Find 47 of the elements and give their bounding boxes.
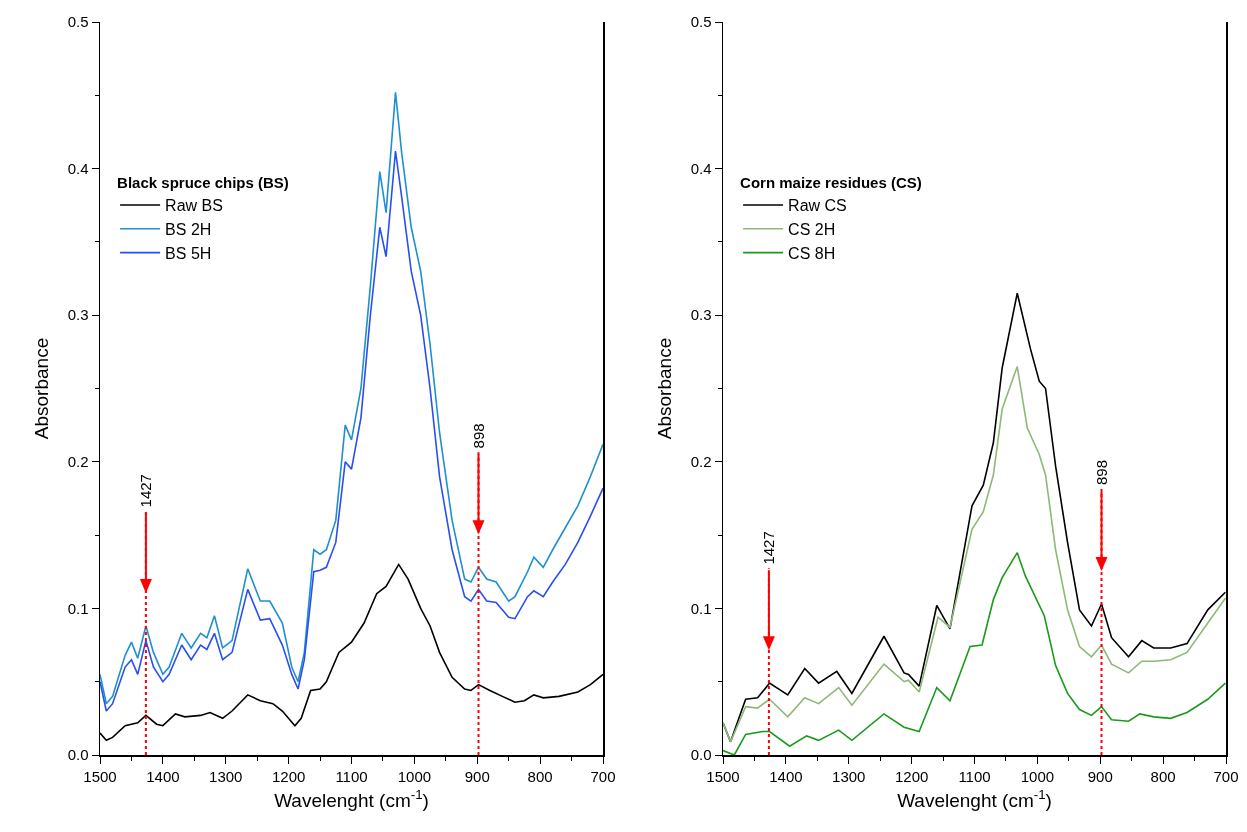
x-tick-label: 1100 [958, 767, 991, 785]
x-tick-label: 800 [527, 767, 553, 785]
y-tick-label: 0.3 [67, 306, 89, 324]
x-tick-label: 1200 [271, 767, 306, 785]
x-tick-label: 900 [1087, 767, 1113, 785]
legend-title: Corn maize residues (CS) [740, 174, 922, 192]
y-axis-title: Absorbance [653, 337, 675, 440]
line-series [723, 365, 1226, 743]
x-tick-label: 1300 [209, 767, 243, 785]
ref-line-label: 898 [1092, 460, 1110, 486]
x-tick-label: 1400 [769, 767, 803, 785]
x-tick-label: 1000 [1020, 767, 1055, 785]
y-tick-label: 0.2 [690, 453, 712, 471]
legend-label: Raw BS [165, 197, 223, 215]
y-tick-label: 0.0 [690, 746, 712, 764]
x-tick-label: 1400 [146, 767, 180, 785]
ref-line-label: 1427 [137, 474, 155, 508]
legend-title: Black spruce chips (BS) [117, 174, 289, 192]
x-tick-label: 900 [464, 767, 490, 785]
x-tick-label: 1500 [706, 767, 740, 785]
x-tick-label: 1100 [335, 767, 368, 785]
ref-line-label: 898 [469, 423, 487, 449]
x-tick-label: 700 [590, 767, 616, 785]
x-axis-title: Wavelenght (cm$^{-1}$) [897, 787, 1052, 812]
legend-label: BS 2H [165, 221, 212, 239]
x-tick-label: 1300 [832, 767, 866, 785]
legend-label: BS 5H [165, 244, 212, 262]
y-tick-label: 0.1 [67, 599, 89, 617]
legend-label: CS 8H [788, 244, 836, 262]
y-tick-label: 0.0 [67, 746, 89, 764]
x-tick-label: 1200 [894, 767, 929, 785]
y-tick-label: 0.5 [67, 13, 89, 31]
y-axis-title: Absorbance [30, 337, 52, 440]
y-tick-label: 0.2 [67, 453, 89, 471]
y-tick-label: 0.5 [690, 13, 712, 31]
x-tick-label: 1000 [397, 767, 432, 785]
y-tick-label: 0.1 [690, 599, 712, 617]
x-tick-label: 800 [1150, 767, 1176, 785]
y-tick-label: 0.4 [690, 159, 712, 177]
legend-label: CS 2H [788, 221, 836, 239]
x-tick-label: 700 [1213, 767, 1239, 785]
y-tick-label: 0.4 [67, 159, 89, 177]
ref-line-label: 1427 [760, 531, 778, 565]
legend-label: Raw CS [788, 197, 847, 215]
x-axis-title: Wavelenght (cm$^{-1}$) [274, 787, 429, 812]
y-tick-label: 0.3 [690, 306, 712, 324]
x-tick-label: 1500 [83, 767, 117, 785]
